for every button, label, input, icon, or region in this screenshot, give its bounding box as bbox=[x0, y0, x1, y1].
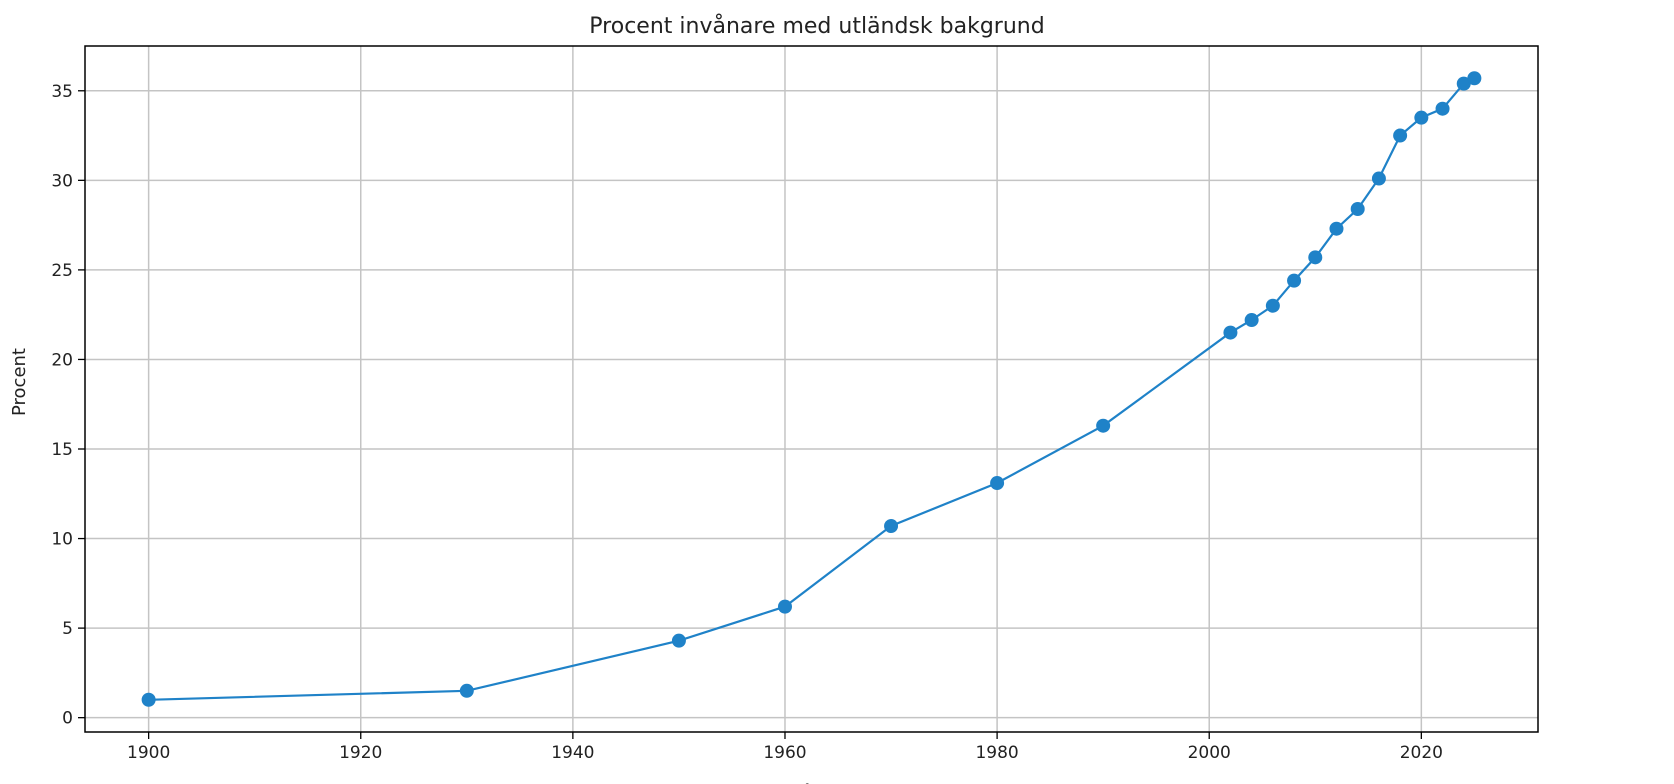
data-point bbox=[1350, 201, 1365, 216]
data-point bbox=[459, 683, 474, 698]
x-tick-label: 1960 bbox=[763, 743, 806, 763]
chart-title: Procent invånare med utländsk bakgrund bbox=[589, 13, 1044, 39]
y-tick-label: 5 bbox=[62, 619, 73, 639]
data-point bbox=[1435, 101, 1450, 116]
data-point bbox=[671, 633, 686, 648]
data-point bbox=[1467, 71, 1482, 86]
x-tick-label: 2000 bbox=[1188, 743, 1231, 763]
y-axis-label: Procent bbox=[9, 348, 30, 416]
data-point bbox=[1287, 273, 1302, 288]
x-tick-label: 1980 bbox=[975, 743, 1018, 763]
y-tick-label: 20 bbox=[51, 350, 73, 370]
x-tick-label: 1900 bbox=[127, 743, 170, 763]
data-point bbox=[1456, 76, 1471, 91]
data-point bbox=[884, 519, 899, 534]
data-point bbox=[1329, 221, 1344, 236]
y-tick-label: 10 bbox=[51, 530, 73, 550]
data-point bbox=[1393, 128, 1408, 143]
data-point bbox=[1371, 171, 1386, 186]
data-point bbox=[1265, 298, 1280, 313]
y-tick-label: 30 bbox=[51, 171, 73, 191]
y-tick-label: 35 bbox=[51, 82, 73, 102]
grid bbox=[85, 46, 1538, 732]
data-point bbox=[141, 692, 156, 707]
axis-ticks: 1900 1920 1940 1960 1980 2000 2020 0 5 10 15 20 25 30… bbox=[51, 82, 1443, 763]
x-tick-label: 2020 bbox=[1400, 743, 1443, 763]
data-point bbox=[990, 476, 1005, 491]
data-point bbox=[1096, 418, 1111, 433]
y-tick-label: 0 bbox=[62, 709, 73, 729]
series-line bbox=[148, 77, 1475, 701]
plot-frame bbox=[84, 45, 1539, 733]
data-point bbox=[1223, 325, 1238, 340]
data-point bbox=[1308, 250, 1323, 265]
y-tick-label: 25 bbox=[51, 261, 73, 281]
y-tick-label: 15 bbox=[51, 440, 73, 460]
x-tick-label: 1940 bbox=[551, 743, 594, 763]
data-point bbox=[1244, 313, 1259, 328]
x-tick-label: 1920 bbox=[339, 743, 382, 763]
data-point bbox=[777, 599, 792, 614]
data-point bbox=[1414, 110, 1429, 125]
series bbox=[141, 71, 1482, 707]
